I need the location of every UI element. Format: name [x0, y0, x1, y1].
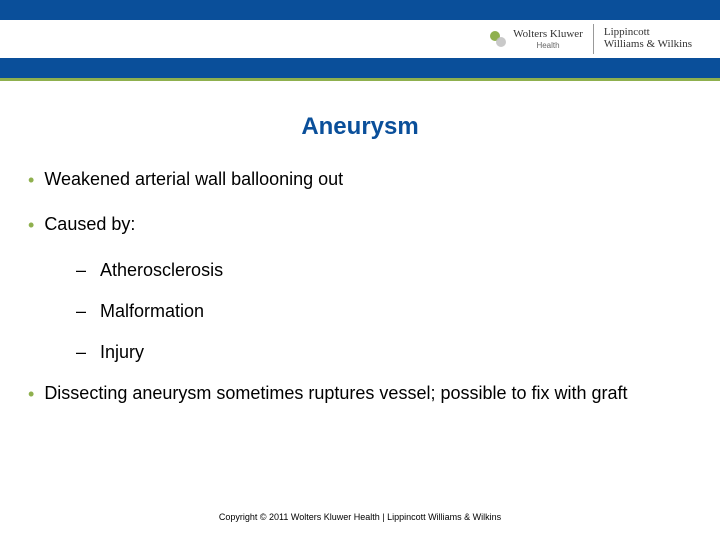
- sub-bullet-text: Injury: [100, 342, 144, 363]
- bullet-dot-icon: •: [28, 214, 34, 237]
- bullet-dot-icon: •: [28, 383, 34, 406]
- brand1-name: Wolters Kluwer: [513, 29, 583, 40]
- lippincott-logo: Lippincott Williams & Wilkins: [604, 27, 692, 50]
- bullet-item: • Dissecting aneurysm sometimes ruptures…: [28, 383, 692, 406]
- bullet-text: Dissecting aneurysm sometimes ruptures v…: [44, 383, 627, 404]
- brand2-line2: Williams & Wilkins: [604, 39, 692, 51]
- wk-mark-icon: [489, 30, 507, 48]
- logo-group: Wolters Kluwer Health Lippincott William…: [489, 24, 692, 54]
- bullet-text: Weakened arterial wall ballooning out: [44, 169, 343, 190]
- dash-icon: –: [76, 301, 86, 322]
- slide-title: Aneurysm: [0, 113, 720, 141]
- bullet-text: Caused by:: [44, 214, 135, 235]
- sub-bullet-item: – Malformation: [76, 301, 692, 322]
- dash-icon: –: [76, 260, 86, 281]
- copyright-text: Copyright © 2011 Wolters Kluwer Health |…: [0, 512, 720, 522]
- brand-divider: [593, 24, 594, 54]
- content-area: • Weakened arterial wall ballooning out …: [0, 169, 720, 406]
- header-strip: Wolters Kluwer Health Lippincott William…: [0, 20, 720, 58]
- bullet-dot-icon: •: [28, 169, 34, 192]
- sub-list: – Atherosclerosis – Malformation – Injur…: [76, 260, 692, 363]
- brand1-sub: Health: [513, 42, 583, 50]
- sub-bullet-item: – Atherosclerosis: [76, 260, 692, 281]
- sub-bullet-text: Atherosclerosis: [100, 260, 223, 281]
- bullet-item: • Weakened arterial wall ballooning out: [28, 169, 692, 192]
- accent-line: [0, 78, 720, 81]
- sub-bullet-item: – Injury: [76, 342, 692, 363]
- header-bar: Wolters Kluwer Health Lippincott William…: [0, 0, 720, 78]
- wolters-kluwer-logo: Wolters Kluwer Health: [489, 29, 583, 50]
- dash-icon: –: [76, 342, 86, 363]
- sub-bullet-text: Malformation: [100, 301, 204, 322]
- bullet-item: • Caused by:: [28, 214, 692, 237]
